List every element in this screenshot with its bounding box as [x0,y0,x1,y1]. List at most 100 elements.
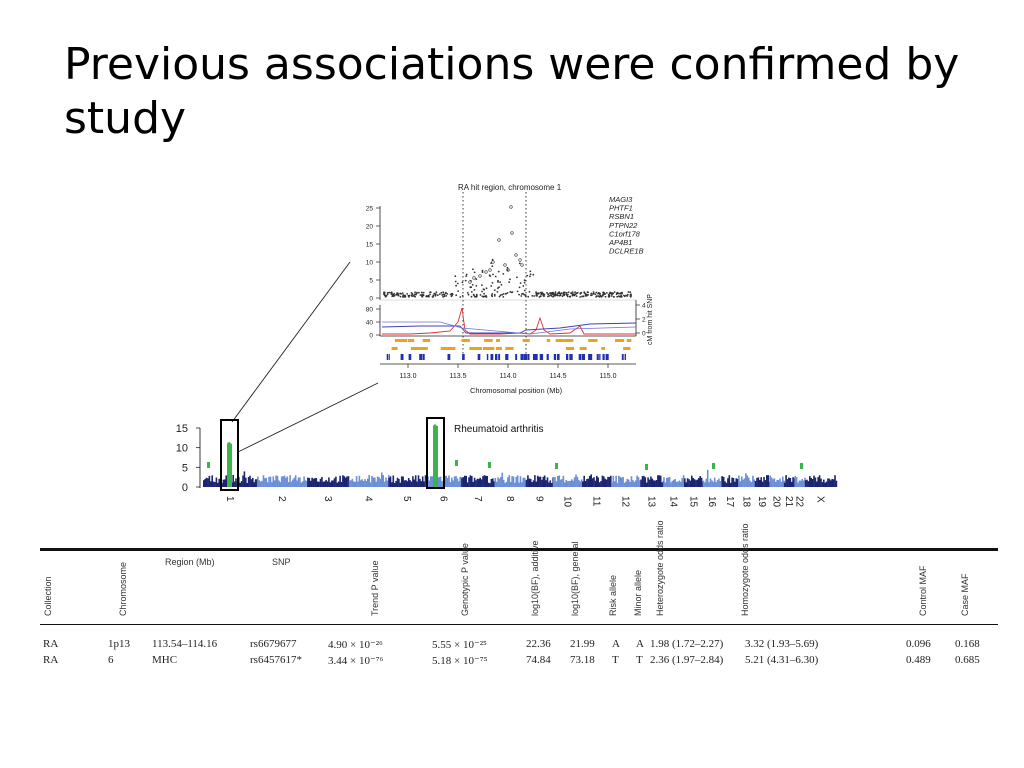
snp-bar [598,482,601,487]
snp-point [470,295,473,298]
snp-bar [728,475,731,487]
snp-point [425,295,428,297]
snp-point [528,290,531,293]
snp-bar [545,480,547,487]
snp-point [445,295,448,297]
snp-point [606,292,608,294]
snp-bar [648,479,651,487]
snp-bar [659,475,662,487]
table-header-cell: Minor allele [633,569,643,616]
table-cell: 22.36 [526,638,551,650]
snp-bar [783,482,786,487]
gene-track-blue [546,354,549,360]
snp-bar [265,477,268,487]
snp-bar [264,478,266,487]
snp-point [491,258,494,261]
snp-bar [323,481,326,487]
snp-bar [289,475,291,487]
snp-bar [337,481,340,487]
snp-bar [393,483,396,487]
snp-bar [315,478,318,487]
snp-point [621,291,623,294]
snp-bar [536,475,539,487]
snp-bar [280,476,283,487]
chromosome-label: 1 [224,496,235,502]
snp-point [523,279,526,282]
snp-bar [396,477,399,487]
snp-bar [407,478,410,487]
inset-x-ticks: 113.0 113.5 114.0 114.5 115.0 [400,364,617,380]
snp-point [490,285,493,287]
snp-bar [749,480,751,487]
gene-track-blue [478,354,480,360]
snp-point [608,294,611,297]
snp-bar [654,480,656,487]
snp-bar [500,477,502,487]
snp-point [421,295,424,298]
snp-bar [482,476,484,487]
snp-bar [253,482,255,487]
snp-bar [569,480,572,487]
snp-point [629,295,632,298]
snp-bar [299,477,301,487]
snp-bar [773,478,776,487]
snp-point [493,289,496,291]
snp-bar [203,480,205,487]
snp-point [464,279,467,282]
snp-point [454,275,457,278]
snp-bar [222,479,225,487]
gene-track-blue [534,354,538,360]
chromosome-label: 17 [724,496,735,508]
snp-point [626,295,629,297]
snp-point [485,287,488,290]
snp-bar [689,480,692,487]
snp-bar [423,481,425,487]
snp-bar [670,482,672,487]
snp-point [432,294,435,297]
inset-snp-points [383,205,632,298]
snp-bar [746,475,749,487]
snp-bar [647,477,649,487]
snp-bar [786,479,789,487]
snp-bar [747,477,750,487]
snp-bar [661,482,663,487]
snp-point [494,275,497,278]
snp-bar [692,478,694,487]
snp-point [483,292,485,295]
snp-bar [794,476,796,487]
inset-x-tick-label: 113.0 [400,373,417,380]
snp-bar [770,477,773,487]
snp-bar [487,482,490,487]
snp-bar [406,481,409,487]
snp-point [520,295,523,297]
snp-bar [785,475,787,487]
chromosome-band [702,469,723,487]
chromosome-label: 11 [591,496,602,507]
table-header-rule [40,624,998,625]
gene-track-orange [483,347,490,350]
gene-track-blue [422,354,425,360]
snp-point [532,273,535,276]
snp-bar [828,478,831,487]
snp-bar [738,475,740,487]
snp-bar [469,475,472,487]
snp-bar [464,475,466,487]
inset-y-tick-label: 20 [366,224,374,231]
snp-bar [769,475,771,487]
snp-bar [664,482,667,487]
gene-track-orange [564,339,571,342]
snp-bar [798,480,801,487]
snp-bar [782,476,784,487]
snp-bar [807,481,810,487]
manhattan-y-tick-label: 0 [182,482,188,494]
hit-snp-point [478,274,482,278]
snp-bar [619,477,622,487]
snp-point [502,296,505,298]
snp-bar [360,480,362,487]
snp-bar [385,477,387,487]
snp-point [454,280,457,283]
snp-point [575,295,578,297]
association-peak [433,426,438,487]
snp-bar [378,477,380,487]
